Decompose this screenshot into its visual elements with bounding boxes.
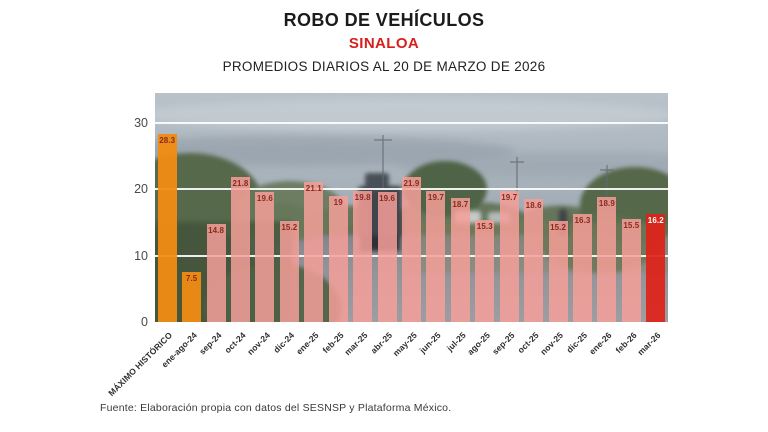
bar-mar-25: 19.8 [353,190,373,322]
bar-may-25: 21.9 [402,176,421,322]
bar-value-label: 19 [333,197,343,207]
x-tick-label: feb-26 [613,330,639,356]
bar-value-label: 28.3 [159,136,176,146]
bar-value-label: 21.1 [305,183,322,193]
bar-value-label: 19.6 [379,193,396,203]
bar-feb-26: 15.5 [621,219,641,322]
bar-oct-25: 18.6 [524,198,544,322]
bar-sep-24: 14.8 [206,223,226,322]
bar-value-label: 21.8 [232,179,249,189]
x-tick-label: feb-25 [320,330,346,356]
bar-mar-26: 16.2 [646,214,666,322]
bar-value-label: 16.2 [647,216,664,226]
bar-value-label: 19.7 [501,193,518,203]
bar-value-label: 15.5 [623,221,640,231]
source-footer: Fuente: Elaboración propia con datos del… [100,402,452,414]
bar-jul-25: 18.7 [450,197,470,322]
y-axis: 0 10 20 30 [100,93,148,329]
bar-value-label: 15.2 [281,223,298,233]
bar-dic-25: 16.3 [573,213,592,322]
x-tick-label: mar-26 [635,330,663,358]
bar-value-label: 16.3 [574,215,591,225]
bar-feb-25: 19 [328,195,348,322]
x-tick-label: sep-25 [489,330,517,357]
bar-sep-25: 19.7 [499,191,519,322]
y-tick-label: 20 [134,182,148,197]
x-tick-label: oct-25 [515,330,541,356]
bar-value-label: 15.3 [476,222,493,232]
plot-area: 28.3 7.5 14.8 21.8 19.6 15.2 21.1 19 19.8 19.6 21.… [155,93,668,322]
bar-ene-25: 21.1 [304,181,324,322]
bar-ene-ago-24: 7.5 [182,272,202,322]
bar-MÁXIMO HISTÓRICO: 28.3 [157,134,177,322]
bar-ago-25: 15.3 [475,220,495,322]
bar-jun-25: 19.7 [426,191,446,322]
bar-value-label: 18.9 [598,198,615,208]
x-tick-label: dic-25 [564,330,590,355]
y-tick-label: 10 [134,248,148,263]
chart-title: ROBO DE VEHÍCULOS [283,10,485,30]
x-tick-label: jun-25 [417,330,444,356]
x-tick-label: jul-25 [444,330,468,354]
chart-header: ROBO DE VEHÍCULOS SINALOA PROMEDIOS DIAR… [0,10,768,74]
x-tick-label: abr-25 [368,330,395,356]
x-tick-label: ene-26 [587,330,615,357]
bar-value-label: 18.6 [525,200,542,210]
y-tick-label: 0 [141,315,148,329]
x-tick-label: oct-24 [222,330,248,356]
bar-abr-25: 19.6 [377,191,397,322]
bar-ene-26: 18.9 [597,196,617,322]
x-tick-label: sep-24 [196,330,224,357]
x-tick-label: nov-25 [538,330,566,357]
bar-value-label: 15.2 [550,223,567,233]
x-tick-label: mar-25 [342,330,370,358]
x-tick-label: ago-25 [464,330,492,357]
chart-state-subtitle: SINALOA [348,35,420,52]
bar-oct-24: 21.8 [231,177,250,322]
x-tick-label: dic-24 [271,330,297,355]
bar-dic-24: 15.2 [279,221,299,322]
gridline-30 [155,121,668,124]
x-tick-label: ene-25 [294,330,321,357]
bar-value-label: 18.7 [452,199,469,209]
x-tick-label: nov-24 [245,330,273,357]
bar-nov-25: 15.2 [548,221,568,322]
bar-value-label: 14.8 [208,225,225,235]
bar-value-label: 19.6 [256,193,273,203]
bar-nov-24: 19.6 [255,191,275,322]
bar-value-label: 19.7 [427,193,444,203]
y-tick-label: 30 [134,115,148,130]
x-tick-label: may-25 [390,330,419,359]
bar-value-label: 21.9 [403,178,420,188]
chart-date-subtitle: PROMEDIOS DIARIOS AL 20 DE MARZO DE 2026 [222,59,546,74]
bar-value-label: 19.8 [354,192,371,202]
bar-value-label: 7.5 [185,274,198,284]
x-axis: MÁXIMO HISTÓRICO ene-ago-24 sep-24 oct-24 no… [106,325,668,400]
